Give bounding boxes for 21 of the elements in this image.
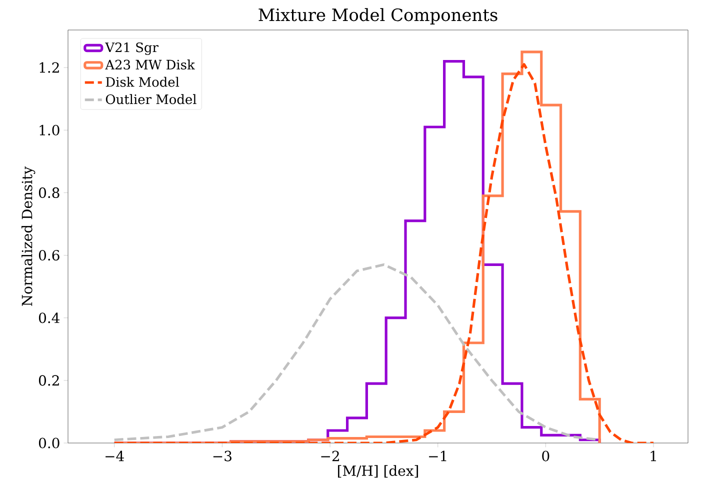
legend-label: A23 MW Disk <box>105 60 195 70</box>
y-tick-label: 1.0 <box>40 124 60 136</box>
y-axis-title: Normalized Density <box>22 166 36 306</box>
y-tick-label: 0.4 <box>38 312 60 324</box>
legend-label: Disk Model <box>106 76 180 87</box>
x-tick-label: −1 <box>429 450 446 462</box>
legend-label: V21 Sgr <box>105 42 158 55</box>
y-tick-label: 0.6 <box>38 250 60 261</box>
y-tick-label: 0.0 <box>38 438 60 448</box>
legend-label: Outlier Model <box>106 94 196 104</box>
y-tick-label: 0.2 <box>38 375 59 386</box>
x-tick-label: 1 <box>650 450 656 462</box>
x-tick-label: −4 <box>106 450 124 462</box>
y-tick-label: 1.2 <box>40 62 59 73</box>
x-tick-label: 0 <box>542 450 550 462</box>
x-tick-label: −3 <box>213 450 232 462</box>
line-series <box>113 263 601 442</box>
x-tick-label: −2 <box>321 450 339 462</box>
y-tick-label: 0.8 <box>38 187 60 198</box>
chart-title: Mixture Model Components <box>258 8 498 24</box>
x-axis-title: [M/H] [dex] <box>338 465 418 478</box>
